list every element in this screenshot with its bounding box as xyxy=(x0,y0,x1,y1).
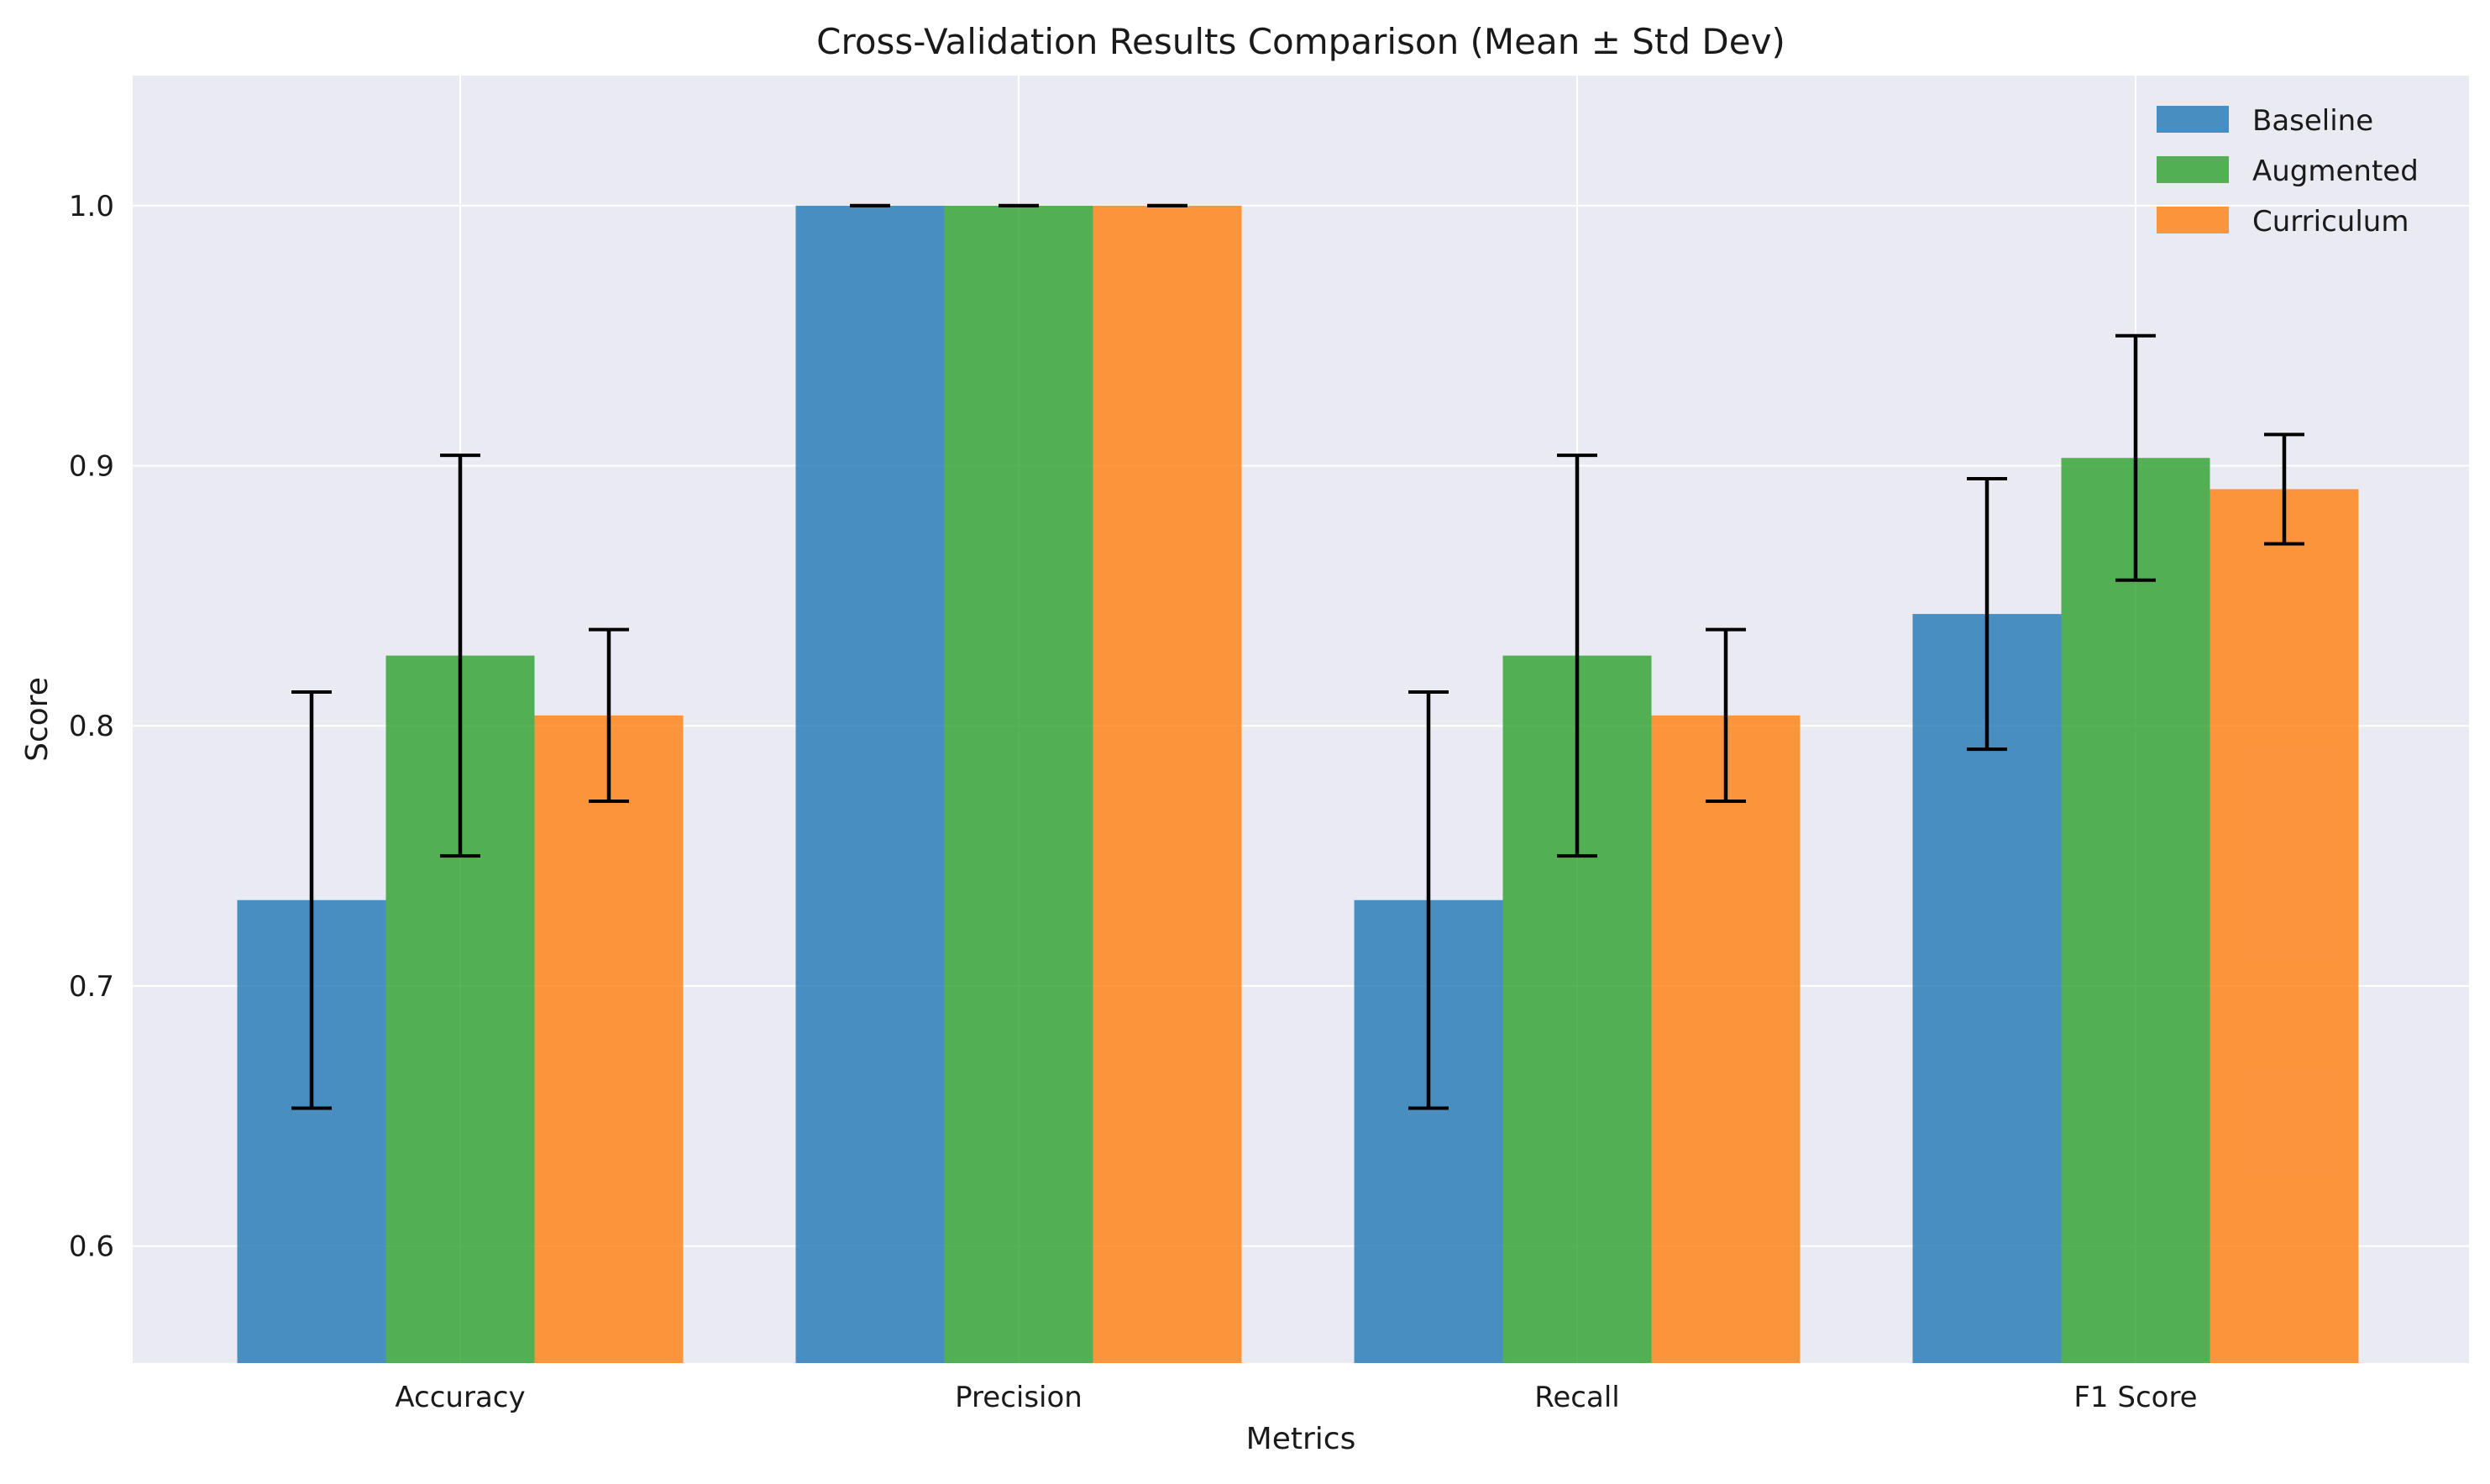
bar-baseline-precision xyxy=(795,205,945,1363)
x-tick-label: Precision xyxy=(955,1381,1082,1414)
chart-title: Cross-Validation Results Comparison (Mea… xyxy=(816,21,1785,62)
error-bar xyxy=(1967,477,2007,752)
x-axis-label: Metrics xyxy=(1246,1422,1356,1456)
legend-item-baseline: Baseline xyxy=(2157,104,2373,138)
error-bar xyxy=(1706,627,1746,804)
y-tick-label: 0.6 xyxy=(69,1230,114,1264)
legend-item-curriculum: Curriculum xyxy=(2157,205,2409,239)
legend-label: Baseline xyxy=(2252,104,2373,138)
error-bar xyxy=(1557,454,1597,858)
bars xyxy=(237,205,2359,1363)
legend-swatch xyxy=(2157,207,2229,233)
error-bar xyxy=(2115,333,2156,582)
y-tick-label: 0.8 xyxy=(69,710,114,743)
legend-label: Augmented xyxy=(2252,155,2419,188)
legend-item-augmented: Augmented xyxy=(2157,155,2419,188)
y-tick-label: 1.0 xyxy=(69,190,114,223)
y-tick-label: 0.7 xyxy=(69,970,114,1004)
x-tick-label: Accuracy xyxy=(395,1381,525,1414)
error-bar xyxy=(440,454,480,858)
bar-curriculum-accuracy xyxy=(534,715,684,1363)
error-bar xyxy=(291,690,332,1110)
bar-curriculum-recall xyxy=(1651,715,1801,1363)
bar-augmented-precision xyxy=(944,205,1093,1363)
error-bar xyxy=(2264,433,2304,546)
x-tick-label: Recall xyxy=(1534,1381,1619,1414)
error-bars xyxy=(291,203,2304,1110)
legend-swatch xyxy=(2157,106,2229,133)
y-axis-label: Score xyxy=(20,677,55,762)
bar-curriculum-precision xyxy=(1093,205,1242,1363)
legend: Baseline Augmented Curriculum xyxy=(2157,104,2419,239)
legend-swatch xyxy=(2157,156,2229,183)
y-tick-label: 0.9 xyxy=(69,450,114,484)
x-axis-ticks: Accuracy Precision Recall F1 Score xyxy=(395,1381,2197,1414)
bar-curriculum-f1-score xyxy=(2210,489,2359,1363)
error-bar xyxy=(589,627,629,804)
error-bar xyxy=(1408,690,1449,1110)
x-tick-label: F1 Score xyxy=(2073,1381,2197,1414)
y-axis-ticks: 0.6 0.7 0.8 0.9 1.0 xyxy=(69,190,114,1264)
legend-label: Curriculum xyxy=(2252,205,2409,239)
bar-augmented-f1-score xyxy=(2061,458,2210,1363)
